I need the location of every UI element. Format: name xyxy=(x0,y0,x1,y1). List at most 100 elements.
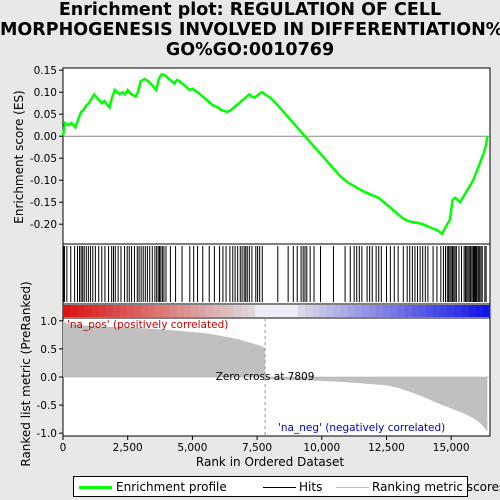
x-tick-label: 10,000 xyxy=(303,442,340,454)
color-bar-segment xyxy=(205,305,213,317)
color-bar-segment xyxy=(240,305,249,317)
color-bar-segment xyxy=(425,305,434,317)
x-tick-label: 15,000 xyxy=(433,442,470,454)
metric-y-tick-label: 1.0 xyxy=(40,316,57,328)
color-bar-segment xyxy=(447,305,455,317)
color-bar-segment xyxy=(169,305,178,317)
color-bar-segment xyxy=(219,305,228,317)
color-bar-segment xyxy=(91,305,100,317)
color-bar-segment xyxy=(84,305,92,317)
es-y-tick-label: 0.05 xyxy=(34,109,57,121)
legend-swatch-ranking xyxy=(336,487,369,488)
metric-y-axis-label: Ranked list metric (PreRanked) xyxy=(19,281,33,466)
x-tick-label: 2,500 xyxy=(113,442,143,454)
color-bar-segment xyxy=(312,305,320,317)
metric-y-tick-label: 0.0 xyxy=(40,372,57,384)
color-bar-segment xyxy=(319,305,327,317)
color-bar-segment xyxy=(297,305,306,317)
rank-color-gradient xyxy=(63,305,491,317)
color-bar-segment xyxy=(376,305,384,317)
color-bar-segment xyxy=(63,305,71,317)
color-bar-segment xyxy=(333,305,342,317)
metric-y-tick-label: -0.5 xyxy=(37,400,58,412)
legend-swatch-hits xyxy=(263,487,296,488)
color-bar-segment xyxy=(134,305,142,317)
color-bar-segment xyxy=(440,305,448,317)
x-tick-label: 7,500 xyxy=(242,442,272,454)
ranking-metric-area xyxy=(63,320,488,432)
legend-item-hits: Hits xyxy=(299,480,323,494)
color-bar-segment xyxy=(433,305,441,317)
title-line-3: GO%GO:0010769 xyxy=(165,40,335,60)
es-layer xyxy=(61,73,490,236)
color-bar-segment xyxy=(411,305,420,317)
positive-label: 'na_pos' (positively correlated) xyxy=(67,319,228,331)
title-line-1: Enrichment plot: REGULATION OF CELL xyxy=(58,0,442,20)
color-bar-segment xyxy=(269,305,277,317)
color-bar-segment xyxy=(141,305,149,317)
color-bar-segment xyxy=(283,305,292,317)
color-bar-segment xyxy=(77,305,85,317)
color-bar-segment xyxy=(70,305,78,317)
es-y-tick-label: -0.15 xyxy=(30,197,57,209)
zero-cross-label: Zero cross at 7809 xyxy=(216,371,315,383)
color-bar-segment xyxy=(105,305,114,317)
es-y-tick-label: 0.00 xyxy=(34,131,57,143)
x-axis-label: Rank in Ordered Dataset xyxy=(196,455,344,469)
axes-layer: -0.20-0.15-0.10-0.050.000.050.100.15-1.0… xyxy=(30,65,470,454)
color-bar-segment xyxy=(183,305,192,317)
color-bar-segment xyxy=(226,305,235,317)
legend-item-ranking: Ranking metric scores xyxy=(372,480,500,494)
color-bar-segment xyxy=(361,305,370,317)
color-bar-segment xyxy=(468,305,477,317)
color-bar-segment xyxy=(176,305,185,317)
color-bar-segment xyxy=(98,305,107,317)
x-tick-label: 12,500 xyxy=(368,442,405,454)
color-bar-segment xyxy=(326,305,334,317)
color-bar-segment xyxy=(369,305,377,317)
es-y-tick-label: -0.05 xyxy=(30,153,57,165)
color-bar-segment xyxy=(418,305,427,317)
color-bar-segment xyxy=(148,305,157,317)
metric-y-tick-label: 0.5 xyxy=(40,344,57,356)
es-panel xyxy=(62,67,491,245)
color-bar-segment xyxy=(404,305,413,317)
enrichment-profile-line xyxy=(61,73,489,236)
color-bar-segment xyxy=(390,305,398,317)
color-bar-segment xyxy=(276,305,285,317)
es-y-tick-label: 0.15 xyxy=(34,65,57,77)
color-bar-segment xyxy=(262,305,270,317)
negative-label: 'na_neg' (negatively correlated) xyxy=(278,422,445,434)
hits-layer xyxy=(63,246,487,302)
color-bar-segment xyxy=(354,305,363,317)
metric-y-tick-label: -1.0 xyxy=(37,428,58,440)
color-bar-segment xyxy=(304,305,313,317)
es-y-axis-label: Enrichment score (ES) xyxy=(12,90,26,223)
es-y-tick-label: -0.10 xyxy=(30,175,57,187)
color-bar-segment xyxy=(212,305,221,317)
x-tick-label: 5,000 xyxy=(177,442,207,454)
color-bar-segment xyxy=(454,305,463,317)
metric-layer: Zero cross at 7809 'na_pos' (positively c… xyxy=(63,318,490,436)
color-bar-segment xyxy=(119,305,128,317)
es-y-tick-label: -0.20 xyxy=(30,219,57,231)
color-bar-segment xyxy=(340,305,349,317)
es-y-tick-label: 0.10 xyxy=(34,87,57,99)
title-line-2: MORPHOGENESIS INVOLVED IN DIFFERENTIATIO… xyxy=(0,20,500,40)
color-bar-segment xyxy=(383,305,391,317)
color-bar-segment xyxy=(162,305,171,317)
color-bar-segment xyxy=(198,305,206,317)
color-bar-segment xyxy=(255,305,263,317)
color-bar-segment xyxy=(347,305,356,317)
color-bar-segment xyxy=(191,305,199,317)
color-bar-segment xyxy=(233,305,242,317)
color-bar-segment xyxy=(397,305,406,317)
color-bar-segment xyxy=(248,305,256,317)
legend-swatch-enrichment xyxy=(79,486,112,489)
color-bar-segment xyxy=(475,305,484,317)
color-bar-segment xyxy=(290,305,299,317)
legend-item-enrichment: Enrichment profile xyxy=(116,480,227,494)
x-tick-label: 0 xyxy=(60,442,67,454)
color-bar-segment xyxy=(155,305,164,317)
